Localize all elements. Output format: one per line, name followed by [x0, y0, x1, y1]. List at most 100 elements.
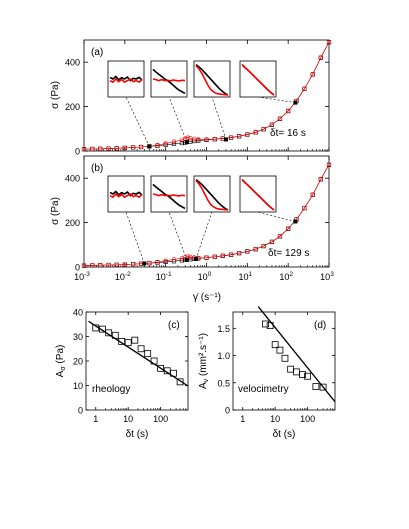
data-point [302, 205, 307, 211]
data-point [155, 259, 160, 265]
data-point [318, 55, 324, 60]
y-ticks: 0 0.5 1.0 1.5 [217, 324, 335, 416]
data-point [212, 136, 218, 142]
data-point [81, 263, 87, 268]
x-tick-exponent: -3 [84, 271, 90, 278]
data-point [236, 250, 242, 256]
y-axis-label: σ (Pa) [50, 197, 61, 225]
panel-label: (d) [314, 320, 326, 331]
data-point [105, 329, 113, 337]
data-point [106, 262, 111, 268]
x-tick-label: 101 [239, 271, 253, 282]
x-tick-exponent: 3 [330, 271, 334, 278]
annotation: rheology [92, 384, 130, 395]
leader-line [257, 96, 296, 103]
y-tick-label: 200 [65, 218, 80, 228]
data-point [114, 262, 119, 267]
data-point [124, 339, 132, 347]
x-axis-label: γ̇ (s⁻¹) [193, 292, 221, 303]
data-point [204, 255, 209, 260]
data-point [266, 322, 274, 330]
y-axis-label: Aσ (Pa) [55, 345, 67, 378]
inset-profile-black [152, 68, 186, 95]
data-point [319, 383, 327, 391]
y-tick-label: 0 [225, 406, 230, 416]
data-point [192, 136, 197, 142]
panel-a-stress-vs-shear-rate: (a) σ (Pa) δt= 16 s 0 200 400 [50, 39, 332, 157]
annotation: δt= 129 s [268, 248, 309, 259]
x-tick-exponent: 1 [249, 271, 253, 278]
data-point [122, 262, 128, 267]
data-point [171, 139, 177, 144]
data-point [90, 146, 95, 152]
data-point [212, 254, 218, 259]
data-point [170, 369, 177, 377]
data-point [163, 258, 168, 263]
data-point [292, 368, 300, 376]
data-point [318, 176, 324, 182]
plot-frame [232, 311, 336, 411]
y-tick-label: 0 [75, 263, 80, 273]
data-point [281, 354, 289, 362]
inset-markers [147, 100, 298, 149]
y-tick-label: 10 [73, 381, 83, 391]
data-points [92, 324, 184, 386]
data-point [118, 337, 126, 345]
data-point [262, 320, 269, 328]
x-tick-label: 10-3 [74, 271, 90, 282]
inset-profile-black [152, 183, 186, 210]
data-point [92, 324, 100, 332]
inset-markers [142, 219, 298, 266]
data-point [285, 226, 291, 231]
data-point [299, 371, 306, 379]
y-tick-label: 400 [65, 58, 80, 68]
inset-profile-red [241, 64, 275, 96]
data-point [138, 144, 144, 150]
data-point [185, 135, 191, 140]
inset-profile-black [195, 178, 229, 211]
x-tick-exponent: 2 [289, 271, 293, 278]
leader-line [125, 211, 145, 264]
inset-profile-red [195, 180, 229, 211]
data-point [188, 135, 193, 141]
data-point [131, 336, 139, 344]
data-series [81, 39, 332, 152]
data-point [276, 346, 284, 354]
x-tick-label: 1 [93, 414, 98, 424]
y-ticks: 0 200 400 [65, 58, 329, 157]
x-axis-label: δt (s) [126, 429, 149, 440]
x-axis-label: δt (s) [273, 429, 296, 440]
data-point [312, 383, 320, 390]
data-point [269, 239, 275, 244]
x-tick-label: 10-1 [156, 271, 172, 282]
data-point [90, 263, 95, 268]
data-point [114, 146, 119, 151]
data-point [171, 257, 177, 262]
leader-line [195, 211, 213, 260]
data-point [179, 255, 185, 261]
data-point [98, 263, 103, 268]
leader-line [211, 96, 227, 140]
data-points [262, 320, 327, 391]
data-point [130, 145, 136, 150]
y-axis-label: Av (mm².s⁻¹) [198, 333, 210, 389]
data-point [111, 331, 119, 339]
data-point [310, 71, 315, 77]
data-point [144, 350, 152, 358]
data-point [228, 252, 234, 257]
data-point [81, 147, 87, 152]
data-point [271, 341, 279, 349]
inset-profile-black [109, 190, 143, 197]
x-tick-label: 1 [240, 414, 245, 424]
inset-profile-red [152, 78, 186, 82]
data-point [261, 126, 266, 132]
inset-profile-red [195, 65, 229, 96]
inset-marker [147, 144, 152, 149]
x-tick-label: 10-2 [115, 271, 131, 282]
data-point [163, 141, 168, 146]
inset-profile-black [109, 75, 143, 82]
data-point [326, 39, 332, 45]
x-tick-label: 103 [320, 271, 334, 282]
